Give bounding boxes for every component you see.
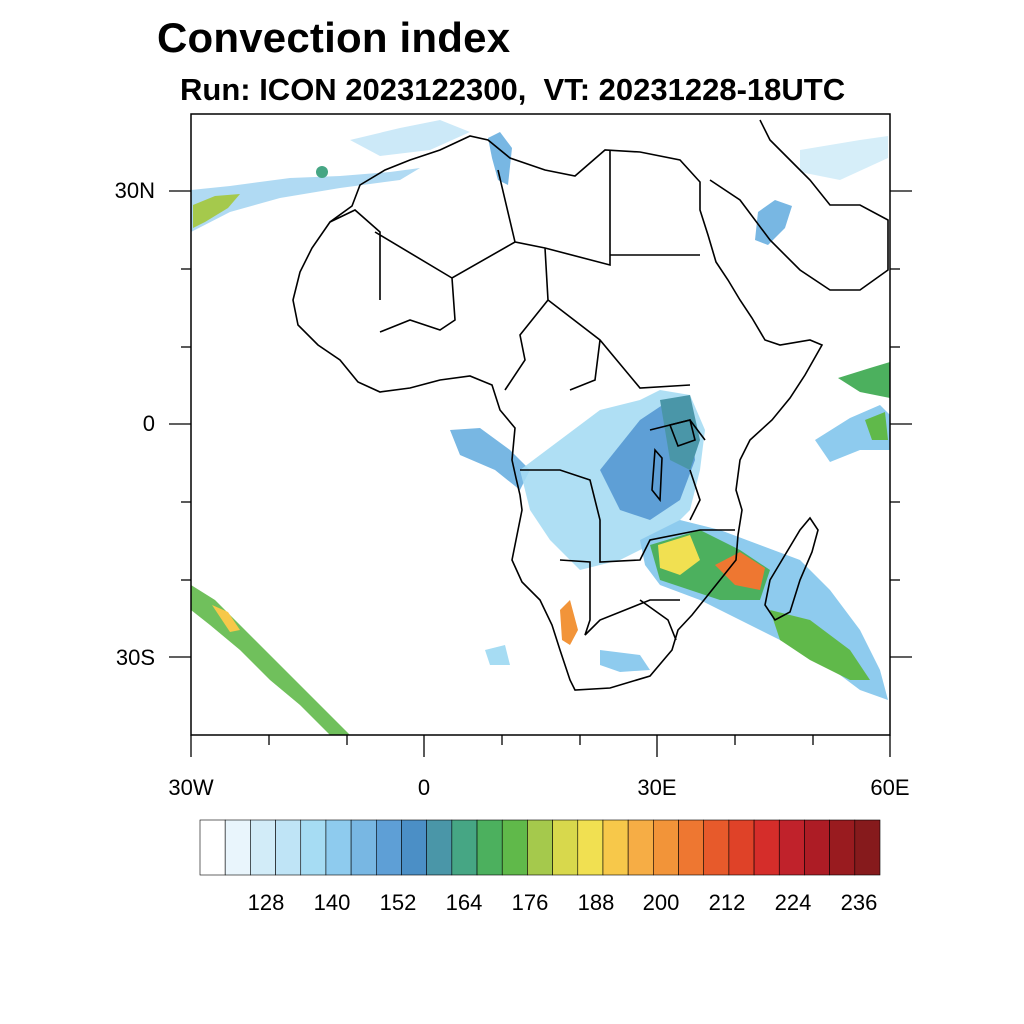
field-south-atlantic-core (212, 605, 240, 632)
colorbar-swatch (224, 819, 251, 876)
colorbar-swatch (401, 819, 427, 876)
colorbar-label: 176 (511, 890, 549, 915)
field-indian-ocean-ne (838, 362, 890, 398)
field-mediterranean (350, 120, 470, 156)
arabia-coastline (709, 119, 889, 291)
border-lines-south (520, 419, 735, 641)
field-atlantic-small (485, 645, 510, 665)
axis-ticks (169, 190, 912, 757)
field-indian-ocean-e-core (865, 412, 888, 440)
y-tick-label-0: 0 (142, 411, 155, 436)
colorbar (199, 819, 881, 876)
madagascar-coastline (764, 516, 819, 622)
field-great-lakes (660, 395, 700, 470)
coastlines-and-borders (292, 119, 889, 691)
colorbar-swatch (426, 819, 453, 876)
colorbar-swatch (703, 819, 730, 876)
colorbar-swatch (275, 819, 302, 876)
field-zambia-yellow (658, 535, 700, 575)
colorbar-swatch (250, 819, 276, 876)
colorbar-swatch (527, 819, 553, 876)
colorbar-swatch (552, 819, 579, 876)
colorbar-swatch (627, 819, 654, 876)
colorbar-swatch (375, 819, 402, 876)
y-tick-label-30n: 30N (114, 178, 155, 203)
colorbar-swatch (501, 819, 528, 876)
colorbar-swatch (325, 819, 352, 876)
colorbar-swatch (451, 819, 478, 876)
colorbar-swatch (753, 819, 780, 876)
x-tick-label-30w: 30W (168, 775, 214, 800)
colorbar-swatch (854, 819, 881, 876)
colorbar-label: 188 (577, 890, 615, 915)
field-mozambique-hot (715, 552, 765, 590)
colorbar-swatch (476, 819, 503, 876)
colorbar-swatch (804, 819, 830, 876)
field-namibia (560, 600, 578, 645)
field-arabia-north (800, 136, 888, 180)
lake-victoria (668, 419, 696, 448)
colorbar-swatch (728, 819, 755, 876)
colorbar-swatch (300, 819, 327, 876)
colorbar-swatch (602, 819, 629, 876)
y-tick-label-30s: 30S (115, 645, 155, 670)
colorbar-label: 140 (313, 890, 351, 915)
map-subtitle: Run: ICON 2023122300, VT: 20231228-18UTC (180, 72, 846, 107)
x-tick-label-0: 0 (417, 775, 431, 800)
colorbar-label: 236 (840, 890, 878, 915)
africa-coastline (292, 135, 824, 691)
lake-tanganyika (651, 448, 663, 503)
colorbar-label: 224 (774, 890, 812, 915)
border-lines-north (329, 150, 700, 391)
colorbar-swatch (678, 819, 705, 876)
colorbar-swatch (199, 819, 226, 876)
colorbar-swatch (653, 819, 679, 876)
x-tick-label-60e: 60E (870, 775, 910, 800)
colorbar-swatch (577, 819, 604, 876)
colorbar-label: 212 (708, 890, 746, 915)
colorbar-label: 128 (247, 890, 285, 915)
colorbar-label: 200 (642, 890, 680, 915)
x-tick-label-30e: 30E (637, 775, 677, 800)
colorbar-swatch (350, 819, 377, 876)
map-title: Convection index (157, 14, 511, 61)
field-arabia (755, 200, 792, 245)
colorbar-swatch (829, 819, 856, 876)
field-mozambique-channel (770, 610, 870, 680)
field-southafrica-interior (600, 650, 650, 672)
colorbar-label: 164 (445, 890, 483, 915)
convection-field (191, 120, 890, 735)
colorbar-label: 152 (379, 890, 417, 915)
field-north-atlantic-core (193, 194, 240, 228)
field-gulf-guinea (450, 428, 530, 490)
colorbar-swatch (778, 819, 805, 876)
